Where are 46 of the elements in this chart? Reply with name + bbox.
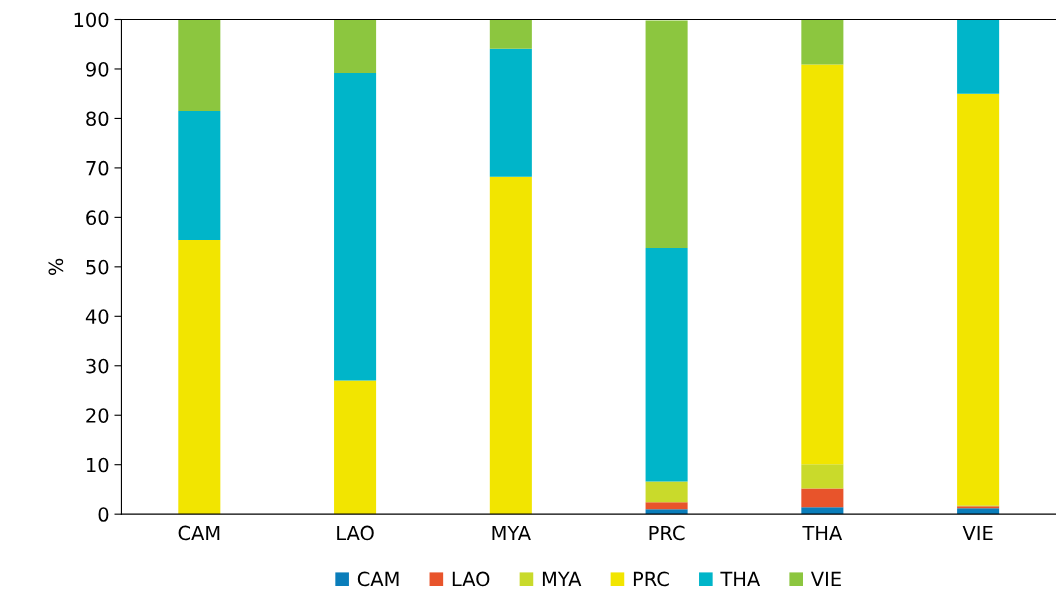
bar	[334, 72, 377, 381]
bar	[645, 248, 688, 482]
legend-label: PRC	[633, 571, 669, 587]
bar	[178, 240, 221, 515]
y-tick-label: 40	[85, 309, 109, 324]
x-tick-label: CAM	[178, 525, 220, 541]
bar	[178, 19, 221, 112]
legend-label: VIE	[810, 571, 841, 587]
legend-label: LAO	[452, 571, 490, 587]
x-tick-label: MYA	[492, 525, 531, 541]
y-tick-label: 60	[86, 210, 109, 226]
y-tick-label: 10	[87, 457, 109, 473]
y-tick-label: 80	[86, 111, 109, 127]
bar	[645, 509, 688, 515]
bar	[489, 48, 532, 177]
bar	[334, 19, 377, 73]
legend-label: THA	[720, 571, 761, 587]
bar	[178, 111, 221, 241]
bar	[645, 502, 688, 510]
bar	[957, 93, 1000, 506]
x-tick-label: THA	[802, 525, 843, 541]
x-tick-label: PRC	[649, 525, 685, 541]
bar	[801, 507, 844, 515]
bar	[645, 481, 688, 503]
bar	[645, 20, 688, 249]
x-tick-label: VIE	[962, 525, 993, 541]
bar	[801, 64, 844, 465]
y-tick-label: 30	[86, 358, 109, 374]
bar	[957, 19, 1000, 94]
legend-label: MYA	[542, 571, 582, 587]
y-tick-label: 90	[86, 61, 109, 77]
bar	[957, 508, 1000, 515]
bar	[334, 380, 377, 515]
y-axis-title: %	[48, 258, 64, 275]
y-tick-label: 20	[86, 408, 109, 423]
bar	[801, 19, 844, 65]
x-tick-label: LAO	[337, 525, 374, 541]
y-tick-label: 100	[74, 12, 109, 28]
legend-label: CAM	[357, 571, 399, 587]
bar	[801, 488, 844, 508]
bar	[489, 19, 532, 49]
bar	[489, 176, 532, 515]
y-tick-label: 50	[86, 259, 109, 275]
bar	[801, 464, 844, 489]
y-tick-label: 70	[86, 160, 109, 176]
y-tick-label: 0	[98, 507, 109, 522]
